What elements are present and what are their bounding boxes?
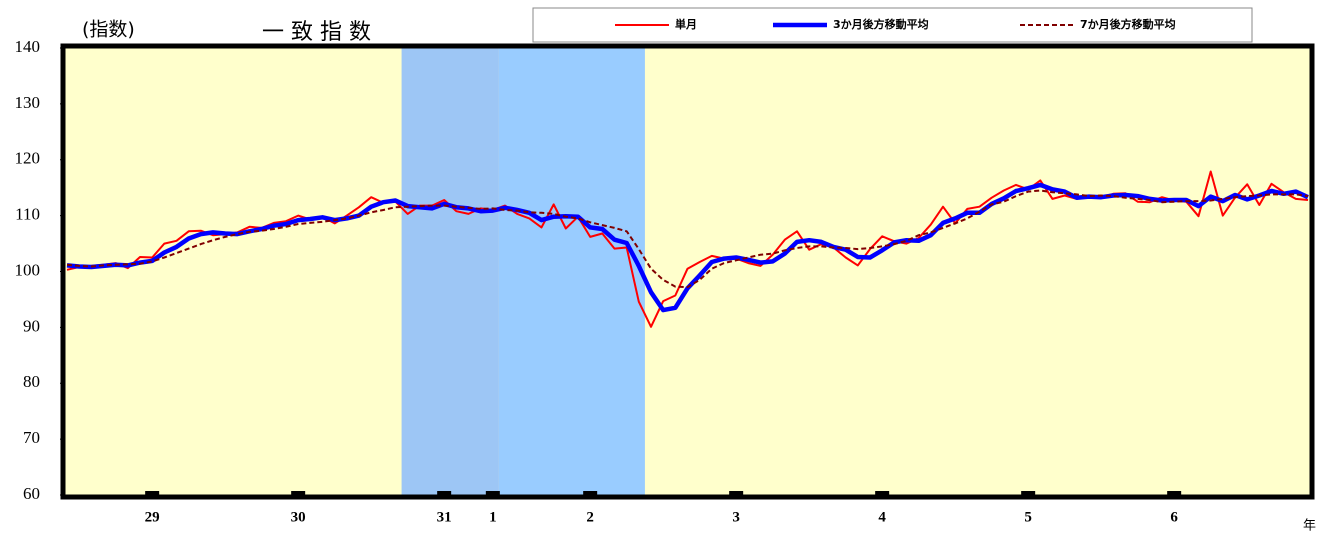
x-tick-label: 29	[145, 509, 160, 525]
legend-label: 単月	[675, 17, 697, 31]
y-tick-label: 80	[23, 372, 40, 391]
y-tick-label: 100	[15, 260, 41, 279]
plot-area	[63, 46, 1312, 497]
x-tick-label: 4	[878, 509, 886, 525]
y-tick-label: 130	[15, 93, 41, 112]
x-tick	[583, 491, 598, 497]
x-tick-label: 5	[1024, 509, 1032, 525]
x-tick	[875, 491, 890, 497]
shaded-period	[498, 48, 645, 495]
y-tick-label: 120	[15, 149, 41, 168]
x-tick-label: 2	[586, 509, 594, 525]
x-tick	[729, 491, 744, 497]
x-tick	[437, 491, 452, 497]
series-line	[66, 189, 1309, 289]
x-tick-label: 31	[437, 509, 452, 525]
legend-label: 3か月後方移動平均	[833, 17, 929, 31]
legend-label: 7か月後方移動平均	[1080, 17, 1176, 31]
chart-title: 一 致 指 数	[262, 20, 371, 45]
x-tick-label: 30	[291, 509, 306, 525]
series-line	[66, 182, 1309, 313]
y-tick-label: 60	[23, 484, 40, 503]
x-tick	[1021, 491, 1036, 497]
x-tick	[145, 491, 160, 497]
y-axis-label: (指数)	[82, 19, 135, 41]
y-tick-label: 70	[23, 428, 40, 447]
x-tick	[485, 491, 500, 497]
x-tick	[291, 491, 306, 497]
y-tick-label: 110	[15, 205, 40, 224]
shaded-period	[401, 48, 499, 495]
x-tick-label: 3	[732, 509, 740, 525]
x-axis-label: 年	[1303, 519, 1316, 534]
y-tick-label: 90	[23, 316, 40, 335]
y-tick-label: 140	[15, 37, 41, 56]
x-tick-label: 6	[1170, 509, 1178, 525]
x-tick-label: 1	[489, 509, 497, 525]
x-tick	[1167, 491, 1182, 497]
